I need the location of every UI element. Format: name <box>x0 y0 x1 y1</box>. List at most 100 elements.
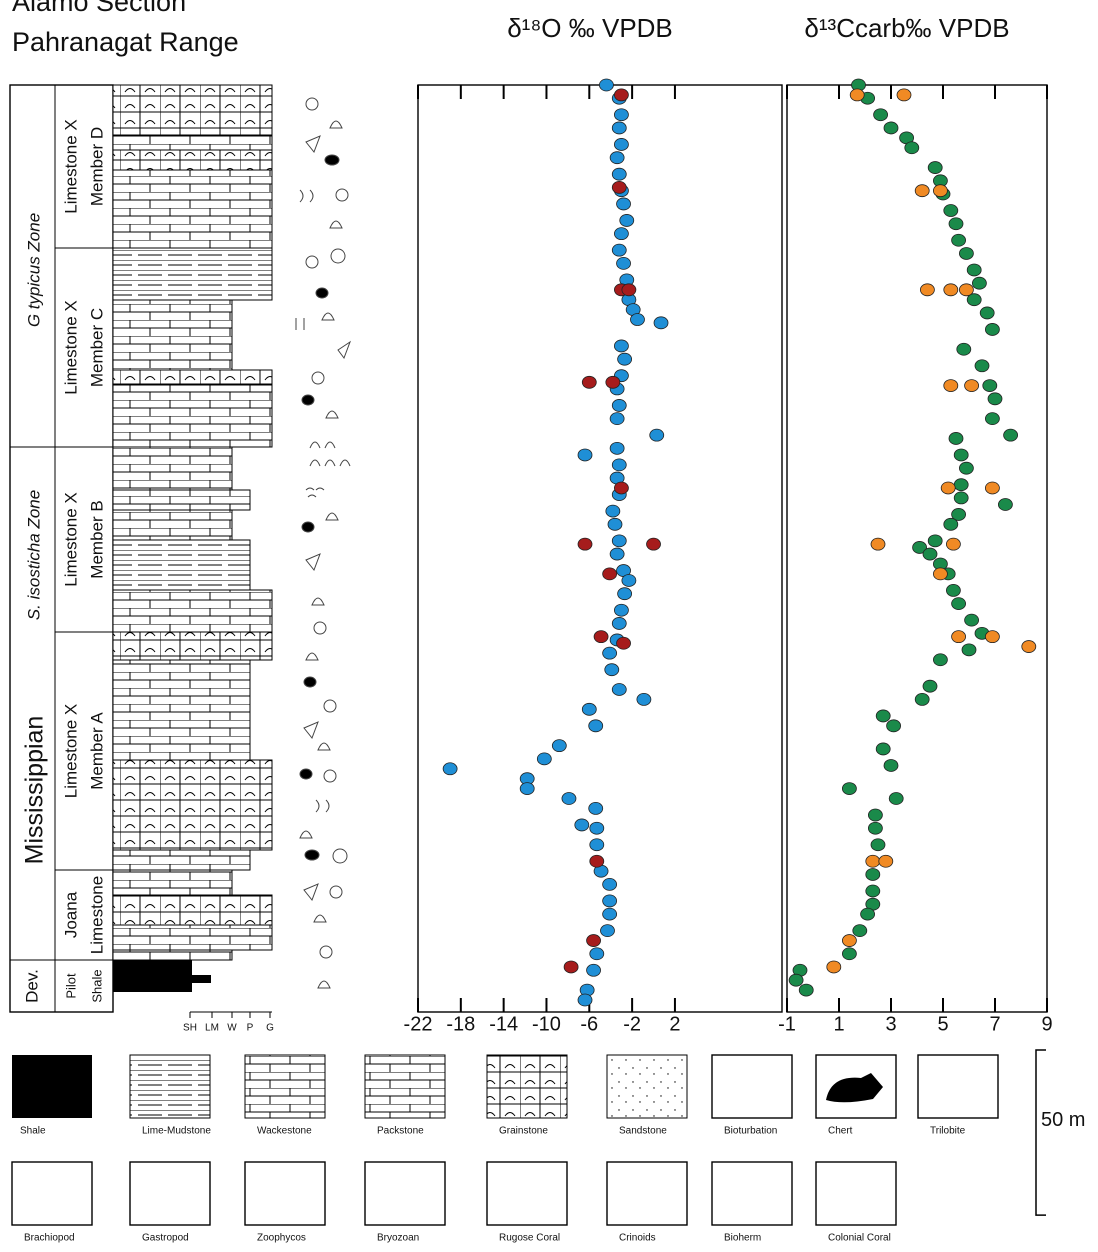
data-point <box>610 152 624 164</box>
data-point <box>959 247 973 259</box>
legend-label: Trilobite <box>930 1126 966 1137</box>
figure: Alamo Section Pahranagat Range Mississip… <box>0 0 1098 1252</box>
data-point <box>1022 641 1036 653</box>
legend-label: Lime-Mudstone <box>142 1126 211 1137</box>
x-tick-label: 7 <box>989 1013 1000 1035</box>
data-point <box>827 961 841 973</box>
legend-box <box>130 1162 210 1225</box>
data-point <box>582 376 596 388</box>
member-label: Limestone X <box>61 492 80 587</box>
data-point <box>941 482 955 494</box>
data-point <box>887 720 901 732</box>
data-point <box>614 89 628 101</box>
legend-swatch <box>130 1055 210 1118</box>
data-point <box>923 680 937 692</box>
legend-label: Bioturbation <box>724 1126 777 1137</box>
member-label: Member D <box>87 127 106 206</box>
scale-line <box>1036 1050 1046 1215</box>
data-point <box>884 122 898 134</box>
data-point <box>933 568 947 580</box>
data-point <box>520 783 534 795</box>
bed <box>113 370 272 385</box>
x-tick-label: -10 <box>532 1013 561 1035</box>
data-point <box>630 314 644 326</box>
data-point <box>905 142 919 154</box>
legend-label: Rugose Coral <box>499 1233 560 1244</box>
data-point <box>650 429 664 441</box>
bed <box>113 870 232 895</box>
chart-title: δ¹³Ccarb‰ VPDB <box>804 13 1009 43</box>
data-point <box>603 647 617 659</box>
data-point <box>962 644 976 656</box>
data-point <box>622 574 636 586</box>
strat-column: Mississippian Dev. G typicus Zone S. iso… <box>10 85 113 1012</box>
data-point <box>952 234 966 246</box>
texture-label: P <box>247 1023 254 1034</box>
data-point <box>946 584 960 596</box>
bed <box>113 248 272 300</box>
data-point <box>612 244 626 256</box>
data-point <box>915 185 929 197</box>
data-point <box>647 538 661 550</box>
x-tick-label: -1 <box>778 1013 796 1035</box>
data-point <box>949 218 963 230</box>
data-point <box>590 948 604 960</box>
legend-box <box>607 1162 687 1225</box>
data-point <box>1004 429 1018 441</box>
data-point <box>957 343 971 355</box>
data-point <box>612 683 626 695</box>
x-tick-label: 3 <box>885 1013 896 1035</box>
data-point <box>610 442 624 454</box>
data-point <box>959 462 973 474</box>
bed <box>113 490 250 510</box>
data-point <box>564 961 578 973</box>
data-point <box>610 548 624 560</box>
data-point <box>589 802 603 814</box>
data-point <box>617 198 631 210</box>
data-point <box>578 449 592 461</box>
data-point <box>874 109 888 121</box>
legend-swatch <box>607 1055 687 1118</box>
legend-box <box>12 1162 92 1225</box>
data-point <box>952 598 966 610</box>
zone-label: G typicus Zone <box>24 213 43 327</box>
data-point <box>637 693 651 705</box>
data-point <box>980 307 994 319</box>
member-label: Member B <box>87 500 106 578</box>
data-point <box>608 518 622 530</box>
data-point <box>537 753 551 765</box>
legend-label: Zoophycos <box>257 1233 306 1244</box>
data-point <box>612 459 626 471</box>
data-point <box>578 994 592 1006</box>
data-point <box>944 518 958 530</box>
data-point <box>871 839 885 851</box>
texture-label: SH <box>183 1023 197 1034</box>
x-tick-label: -14 <box>489 1013 518 1035</box>
legend-label: Shale <box>20 1126 46 1137</box>
legend-box <box>365 1162 445 1225</box>
data-point <box>959 284 973 296</box>
data-point <box>587 964 601 976</box>
data-point <box>590 839 604 851</box>
data-point <box>954 479 968 491</box>
data-point <box>954 492 968 504</box>
shale-bed <box>113 975 211 983</box>
data-point <box>983 380 997 392</box>
x-tick-label: -22 <box>404 1013 433 1035</box>
data-point <box>866 868 880 880</box>
data-point <box>868 809 882 821</box>
bed <box>113 510 232 540</box>
legend-label: Packstone <box>377 1126 424 1137</box>
member-label: Limestone <box>87 876 106 954</box>
data-point <box>928 535 942 547</box>
legend-box <box>712 1162 792 1225</box>
x-tick-label: 5 <box>937 1013 948 1035</box>
legend-swatch <box>12 1055 92 1118</box>
data-point <box>599 79 613 91</box>
data-point <box>603 908 617 920</box>
bed <box>113 660 250 760</box>
bed <box>113 135 272 150</box>
data-point <box>590 855 604 867</box>
data-point <box>605 664 619 676</box>
